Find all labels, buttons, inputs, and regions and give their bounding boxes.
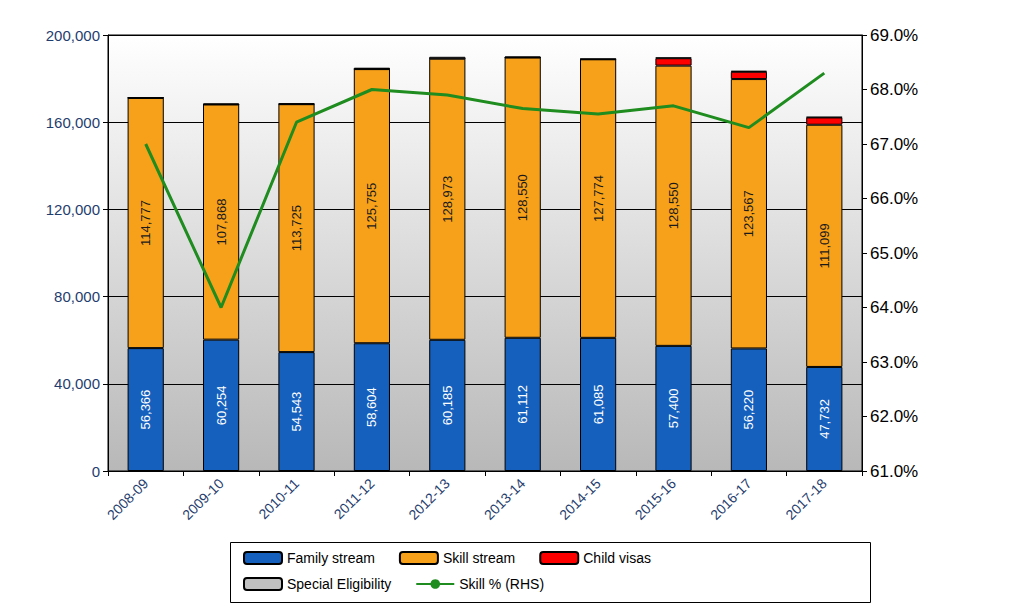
svg-text:68.0%: 68.0% <box>870 80 918 99</box>
svg-text:128,550: 128,550 <box>666 182 681 229</box>
svg-text:2008-09: 2008-09 <box>104 475 152 523</box>
svg-text:128,973: 128,973 <box>440 176 455 223</box>
svg-text:40,000: 40,000 <box>54 375 100 392</box>
svg-text:47,732: 47,732 <box>817 399 832 439</box>
svg-text:56,220: 56,220 <box>741 390 756 430</box>
svg-text:Skill stream: Skill stream <box>443 550 515 566</box>
svg-text:63.0%: 63.0% <box>870 353 918 372</box>
svg-text:2015-16: 2015-16 <box>632 475 680 523</box>
svg-text:113,725: 113,725 <box>289 205 304 251</box>
svg-text:2017-18: 2017-18 <box>782 475 830 523</box>
svg-text:54,543: 54,543 <box>289 392 304 432</box>
svg-text:200,000: 200,000 <box>46 27 100 44</box>
svg-text:2010-11: 2010-11 <box>255 475 302 522</box>
svg-text:69.0%: 69.0% <box>870 26 918 45</box>
svg-text:61,085: 61,085 <box>591 385 606 425</box>
svg-text:120,000: 120,000 <box>46 201 100 218</box>
svg-text:56,366: 56,366 <box>138 390 153 430</box>
svg-text:67.0%: 67.0% <box>870 135 918 154</box>
svg-text:64.0%: 64.0% <box>870 298 918 317</box>
svg-text:2012-13: 2012-13 <box>405 475 453 523</box>
svg-text:Skill % (RHS): Skill % (RHS) <box>459 576 544 592</box>
svg-text:2009-10: 2009-10 <box>179 475 227 523</box>
svg-text:Family stream: Family stream <box>287 550 375 566</box>
svg-text:107,868: 107,868 <box>214 199 229 246</box>
svg-text:61.0%: 61.0% <box>870 462 918 481</box>
svg-text:2011-12: 2011-12 <box>331 475 378 522</box>
svg-text:2014-15: 2014-15 <box>556 475 604 523</box>
svg-text:57,400: 57,400 <box>666 389 681 429</box>
svg-text:Child visas: Child visas <box>583 550 651 566</box>
svg-text:66.0%: 66.0% <box>870 189 918 208</box>
svg-text:114,777: 114,777 <box>138 200 153 246</box>
svg-text:61,112: 61,112 <box>515 385 530 424</box>
svg-text:60,185: 60,185 <box>440 386 455 426</box>
svg-text:0: 0 <box>92 463 100 480</box>
svg-text:111,099: 111,099 <box>817 223 832 268</box>
svg-text:125,755: 125,755 <box>364 183 379 230</box>
svg-text:60,254: 60,254 <box>214 385 229 425</box>
svg-text:2016-17: 2016-17 <box>707 475 755 523</box>
svg-text:123,567: 123,567 <box>741 190 756 237</box>
svg-text:58,604: 58,604 <box>364 387 379 427</box>
svg-text:160,000: 160,000 <box>46 114 100 131</box>
svg-text:Special Eligibility: Special Eligibility <box>287 576 391 592</box>
svg-text:2013-14: 2013-14 <box>481 475 529 523</box>
svg-text:80,000: 80,000 <box>54 288 100 305</box>
svg-text:65.0%: 65.0% <box>870 244 918 263</box>
svg-text:62.0%: 62.0% <box>870 407 918 426</box>
svg-text:127,774: 127,774 <box>591 175 606 222</box>
svg-text:128,550: 128,550 <box>515 174 530 221</box>
